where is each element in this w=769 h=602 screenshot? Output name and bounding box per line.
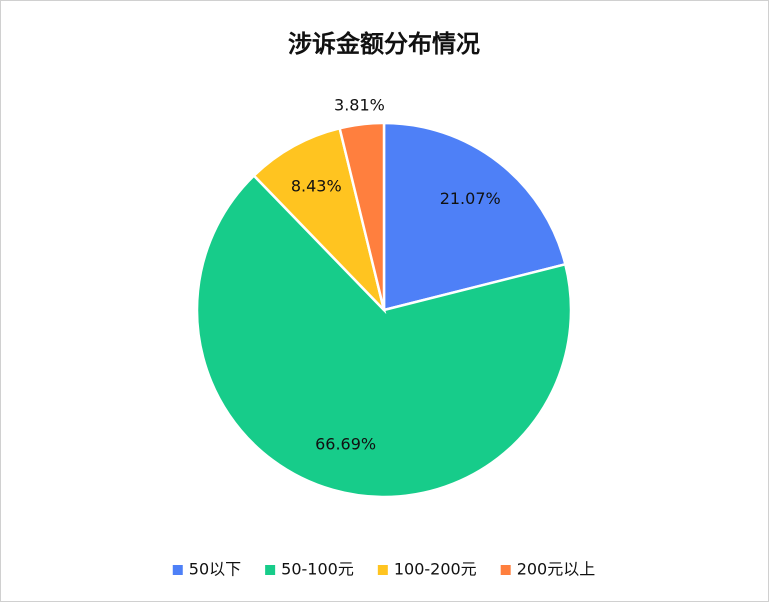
pie-slice [338,121,386,311]
legend-swatch [377,565,388,575]
chart-title: 涉诉金额分布情况 [288,30,480,58]
legend-label: 200元以上 [517,560,596,579]
pie-slice [252,126,387,315]
pie-slice [382,121,567,312]
data-label: 8.43% [291,177,342,196]
legend-label: 50-100元 [281,560,354,579]
legend-swatch [500,565,511,575]
data-label: 21.07% [440,189,501,208]
legend-swatch [265,565,276,575]
pie-slice [195,173,573,499]
legend-label: 100-200元 [394,560,477,579]
legend-label: 50以下 [189,560,241,579]
legend-swatch [172,565,183,575]
data-label: 3.81% [334,95,385,114]
data-label: 66.69% [315,434,376,453]
